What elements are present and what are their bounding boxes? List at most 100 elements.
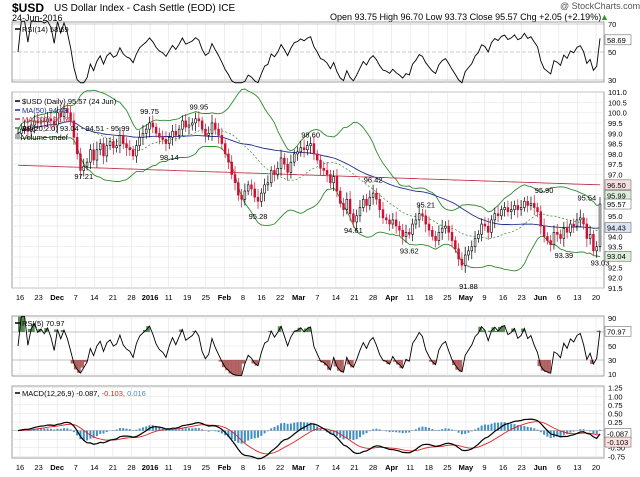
macd-histogram-bar xyxy=(303,422,306,431)
price-annotation: 95.28 xyxy=(249,212,268,221)
macd-histogram-bar xyxy=(503,422,506,431)
candle-body xyxy=(279,157,283,169)
macd-histogram-bar xyxy=(349,430,352,440)
bottom-axis-tick-label: 28 xyxy=(369,463,377,472)
price-tag-close-box xyxy=(604,198,632,210)
candle-body xyxy=(69,112,72,122)
mid-axis-tick-label: 21 xyxy=(350,293,358,302)
macd-histogram-bar xyxy=(358,430,361,438)
candle-body xyxy=(519,207,523,210)
candle-body xyxy=(92,149,95,161)
rsi14-value-tag-box xyxy=(604,34,632,46)
mid-axis-tick-label: Dec xyxy=(50,293,64,302)
bottom-axis-tick-label: 23 xyxy=(518,463,526,472)
macd-histogram-bar xyxy=(477,427,480,431)
bottom-axis-tick-label: 16 xyxy=(499,463,507,472)
rsi5-overbought-fill xyxy=(267,331,272,332)
rsi5-oversold-fill xyxy=(70,360,75,364)
bottom-axis-tick-label: Jun xyxy=(534,463,548,472)
price-axis-tick: 94.0 xyxy=(608,232,623,241)
macd-histogram-bar xyxy=(158,427,161,431)
bottom-axis-tick-label: 7 xyxy=(315,463,319,472)
candle-body xyxy=(513,205,516,210)
macd-histogram-bar xyxy=(125,428,128,431)
bottom-axis-tick-label: 25 xyxy=(202,463,210,472)
macd-histogram-bar xyxy=(299,421,302,431)
rsi5-overbought-fill xyxy=(21,316,25,332)
macd-histogram-bar xyxy=(589,430,592,432)
mid-axis-tick-label: 13 xyxy=(573,293,581,302)
macd-histogram-bar xyxy=(424,426,427,431)
mid-axis-tick-label: 7 xyxy=(315,293,319,302)
rsi5-oversold-fill xyxy=(228,360,233,374)
candle-body xyxy=(62,108,66,118)
macd-histogram-bar xyxy=(368,430,371,432)
candle-body xyxy=(289,161,293,173)
macd-axis-tick: 1.25 xyxy=(608,384,623,393)
ma200-line xyxy=(17,164,601,186)
price-tag-close: 95.57 xyxy=(607,200,626,209)
candle-body xyxy=(473,238,477,248)
macd-histogram-bar xyxy=(345,430,348,439)
macd-histogram-bar xyxy=(79,430,82,440)
ma200-legend: MA(200) 96.50 xyxy=(22,115,72,124)
price-axis-tick: 93.5 xyxy=(608,243,623,252)
candle-body xyxy=(210,122,214,134)
price-annotation: 91.88 xyxy=(459,282,478,291)
bottom-axis-tick-label: May xyxy=(459,463,474,472)
bottom-axis-tick-label: 11 xyxy=(165,463,173,472)
candle-body xyxy=(79,153,82,171)
candle-body xyxy=(312,143,316,155)
macd-axis-tick: -0.75 xyxy=(608,452,625,461)
macd-histogram-bar xyxy=(56,428,59,431)
macd-histogram-bar xyxy=(128,429,131,431)
candle-body xyxy=(460,258,464,266)
price-annotation: 97.21 xyxy=(74,172,93,181)
bottom-axis-tick-label: Apr xyxy=(385,463,398,472)
bottom-axis-tick-label: 21 xyxy=(350,463,358,472)
candle-body xyxy=(562,227,566,239)
price-annotation: 99.75 xyxy=(140,107,159,116)
candle-body xyxy=(345,198,349,210)
macd-histogram-bar xyxy=(562,430,565,435)
rsi5-overbought-fill xyxy=(179,329,183,332)
rsi5-overbought-fill xyxy=(494,330,499,332)
price-annotation: 93.03 xyxy=(591,258,610,267)
rsi5-oversold-fill xyxy=(320,360,325,363)
candle-body xyxy=(253,188,256,198)
macd-histogram-bar xyxy=(270,428,273,431)
mid-axis-tick-label: Feb xyxy=(218,293,232,302)
macd-histogram-bar xyxy=(49,428,52,431)
rsi5-oversold-fill xyxy=(254,360,259,366)
candle-body xyxy=(237,182,240,196)
volume-legend-swatch xyxy=(15,134,20,139)
rsi5-oversold-fill xyxy=(537,360,542,367)
candle-body xyxy=(598,203,602,248)
macd-histogram-bar xyxy=(516,425,519,431)
candle-body xyxy=(378,198,381,210)
macd-histogram-bar xyxy=(296,422,299,431)
mid-axis-tick-label: Mar xyxy=(292,293,305,302)
macd-histogram-bar xyxy=(437,429,440,431)
price-annotation: 95.54 xyxy=(577,194,596,203)
rsi5-oversold-fill xyxy=(80,360,85,368)
macd-histogram-bar xyxy=(451,429,454,431)
candle-body xyxy=(118,135,122,146)
rsi5-oversold-fill xyxy=(392,360,397,362)
macd-histogram-bar xyxy=(280,423,283,431)
mid-axis-tick-label: 8 xyxy=(241,293,245,302)
candle-body xyxy=(440,227,444,233)
candle-body xyxy=(404,231,408,237)
candle-body xyxy=(516,205,520,210)
macd-histogram-bar xyxy=(69,429,72,431)
mid-axis-tick-label: 25 xyxy=(202,293,210,302)
macd-histogram-bar xyxy=(266,430,269,432)
candle-body xyxy=(36,120,39,124)
change-up-icon: ▲ xyxy=(600,12,609,22)
candle-body xyxy=(391,219,395,225)
bottom-axis-tick-label: 16 xyxy=(257,463,265,472)
candle-body xyxy=(388,219,391,225)
candle-body xyxy=(283,157,286,165)
macd-histogram-bar xyxy=(283,422,286,431)
candle-body xyxy=(437,231,441,241)
